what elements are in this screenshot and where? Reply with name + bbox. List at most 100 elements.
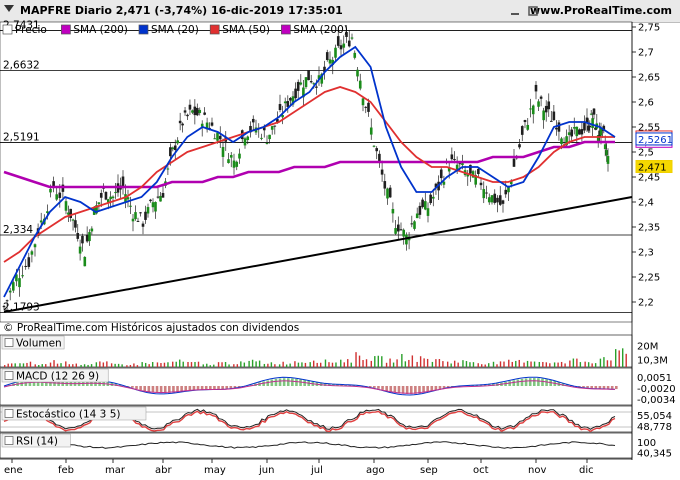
- candle-body: [173, 145, 177, 150]
- volume-bar: [22, 363, 25, 367]
- volume-bar: [481, 364, 483, 367]
- value-tag-box: [635, 132, 673, 146]
- macd-histogram-bar: [602, 386, 606, 389]
- macd-histogram-bar: [414, 386, 417, 394]
- volume-bar: [385, 362, 388, 367]
- volume-bar: [236, 364, 239, 367]
- candle-body: [121, 176, 125, 187]
- chevron-down-icon[interactable]: [4, 5, 14, 12]
- macd-histogram-bar: [336, 384, 339, 386]
- candle-body: [323, 66, 326, 72]
- y-tick-label: 2,2: [638, 298, 654, 309]
- volume-bar: [365, 359, 368, 367]
- candle-body: [496, 197, 499, 203]
- legend-swatch: [209, 24, 220, 35]
- volume-bar: [224, 361, 227, 367]
- candle-body: [544, 105, 548, 113]
- legend-swatch: [2, 24, 13, 35]
- legend-label: SMA (200): [73, 24, 127, 36]
- legend-label: SMA (20): [151, 24, 199, 36]
- value-tag-label: 2,471: [638, 163, 667, 174]
- candle-body: [487, 197, 491, 203]
- macd-histogram-bar: [159, 386, 163, 394]
- volume-bar: [167, 362, 169, 367]
- legend-item: Precio: [2, 24, 47, 36]
- candle-body: [523, 120, 527, 123]
- candle-body: [442, 181, 446, 185]
- volume-bar: [572, 358, 575, 367]
- candle-body: [361, 98, 365, 106]
- legend-label: Precio: [15, 24, 47, 36]
- macd-histogram-bar: [582, 386, 585, 388]
- macd-histogram-bar: [114, 383, 118, 386]
- candle-body: [336, 36, 340, 46]
- volume-bar: [163, 362, 166, 367]
- sub-value-tag: 0,0051: [637, 373, 672, 384]
- candle-body: [328, 59, 332, 64]
- candle-body: [572, 127, 576, 129]
- sub-legend: RSI (14): [1, 433, 71, 448]
- macd-histogram-bar: [368, 386, 372, 388]
- candle-body: [526, 124, 530, 130]
- candle-body: [585, 117, 589, 123]
- volume-bar: [182, 361, 184, 367]
- volume-bar: [7, 363, 9, 367]
- candle-body: [249, 125, 252, 133]
- volume-bar: [243, 362, 246, 367]
- candle-body: [178, 120, 182, 124]
- volume-bar: [251, 359, 254, 367]
- volume-bar: [209, 365, 211, 367]
- y-tick-label: 2,35: [638, 223, 660, 234]
- volume-bar: [121, 364, 123, 367]
- site-link[interactable]: www.ProRealTime.com: [529, 4, 672, 17]
- volume-bar: [457, 362, 459, 367]
- candle-body: [198, 109, 202, 114]
- volume-bar: [560, 361, 563, 367]
- macd-histogram-bar: [340, 384, 343, 386]
- x-tick-label: oct: [473, 465, 489, 476]
- volume-bar: [599, 358, 602, 367]
- x-tick-label: jul: [310, 465, 323, 476]
- maximize-icon[interactable]: [526, 4, 540, 18]
- candle-body: [111, 196, 115, 199]
- volume-bar: [446, 361, 449, 367]
- macd-histogram-bar: [541, 378, 544, 386]
- candle-body: [347, 40, 351, 47]
- macd-histogram-bar: [196, 386, 200, 390]
- volume-bar: [294, 361, 296, 367]
- candle-body: [81, 235, 84, 244]
- volume-bar: [95, 362, 98, 367]
- candle-body: [159, 195, 162, 202]
- candle-body: [276, 119, 279, 124]
- volume-bar: [190, 362, 193, 367]
- x-tick-label: feb: [58, 465, 74, 476]
- y-tick-label: 2,4: [638, 198, 654, 209]
- candle-body: [531, 105, 535, 115]
- sub-legend-label: Estocástico (14 3 5): [16, 409, 120, 421]
- candle-body: [30, 251, 34, 255]
- candle-body: [67, 212, 70, 215]
- candle-body: [114, 192, 117, 194]
- volume-bar: [83, 364, 86, 367]
- minimize-icon[interactable]: [508, 4, 522, 18]
- macd-histogram-bar: [516, 379, 520, 386]
- value-tag-label: 2,5261: [638, 135, 673, 146]
- candles: [2, 25, 610, 310]
- candle-body: [210, 122, 214, 126]
- volume-bar: [347, 359, 349, 367]
- candle-body: [74, 220, 77, 228]
- candle-body: [331, 59, 335, 65]
- macd-histogram-bar: [192, 386, 196, 391]
- volume-bar: [408, 359, 410, 367]
- legend-swatch: [61, 24, 71, 35]
- candle-body: [550, 120, 553, 122]
- sub-panel-frame: [0, 334, 633, 368]
- candle-body: [227, 159, 230, 164]
- rsi-line: [3, 441, 616, 449]
- candle-body: [273, 125, 277, 127]
- copyright-text: © ProRealTime.com Históricos ajustados c…: [3, 322, 299, 334]
- candle-body: [85, 234, 89, 242]
- macd-histogram-bar: [163, 386, 167, 394]
- candle-body: [474, 175, 477, 185]
- volume-bar: [579, 362, 582, 367]
